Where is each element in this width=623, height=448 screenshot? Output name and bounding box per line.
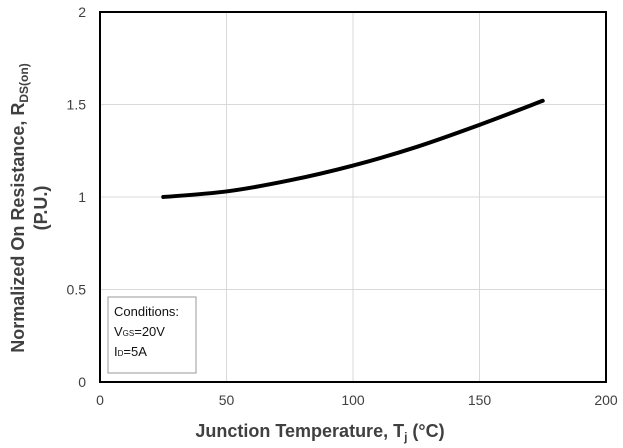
y-tick-labels: 0 0.5 1 1.5 2 (67, 4, 87, 390)
conditions-box: Conditions: VGS=20V ID=5A (107, 296, 197, 374)
plot-area-border (99, 11, 607, 383)
conditions-title: Conditions: (114, 304, 179, 319)
y-tick-label: 0 (78, 374, 86, 390)
series-line (161, 98, 545, 199)
y-tick-label: 0.5 (67, 282, 87, 298)
x-axis-title: Junction Temperature, Tj (°C) (195, 421, 444, 444)
x-tick-label: 200 (594, 392, 618, 408)
x-tick-label: 50 (219, 392, 235, 408)
x-tick-label: 150 (468, 392, 492, 408)
y-tick-label: 1.5 (67, 97, 87, 113)
y-tick-label: 2 (78, 4, 86, 20)
x-tick-labels: 0 50 100 150 200 (96, 392, 618, 408)
x-tick-label: 100 (341, 392, 365, 408)
conditions-box-frame (107, 296, 197, 374)
y-axis-title-line2: (P.U.) (31, 186, 51, 231)
x-tick-label: 0 (96, 392, 104, 408)
conditions-vgs: VGS=20V (114, 324, 165, 339)
y-tick-label: 1 (78, 189, 86, 205)
y-axis-title-line1: Normalized On Resistance, RDS(on) (8, 63, 31, 352)
conditions-id: ID=5A (114, 344, 147, 359)
